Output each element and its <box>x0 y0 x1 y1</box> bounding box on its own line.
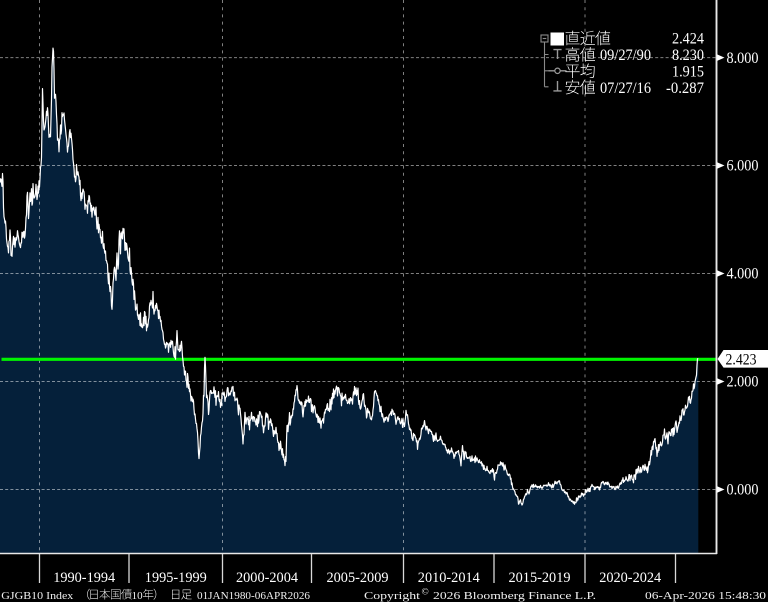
svg-text:06-Apr-2026 15:48:30: 06-Apr-2026 15:48:30 <box>645 590 767 602</box>
svg-text:Copyright: Copyright <box>364 590 420 602</box>
svg-text:09/27/90: 09/27/90 <box>600 47 651 64</box>
svg-text:0.000: 0.000 <box>727 482 759 499</box>
svg-text:2026 Bloomberg Finance L.P.: 2026 Bloomberg Finance L.P. <box>433 590 596 602</box>
svg-text:8.230: 8.230 <box>672 47 704 64</box>
svg-text:2000-2004: 2000-2004 <box>236 570 298 586</box>
svg-text:-0.287: -0.287 <box>666 80 704 97</box>
svg-text:1990-1994: 1990-1994 <box>53 570 115 586</box>
svg-text:2020-2024: 2020-2024 <box>599 570 661 586</box>
svg-text:2015-2019: 2015-2019 <box>509 570 571 586</box>
svg-text:10: 10 <box>132 590 144 602</box>
svg-text:8.000: 8.000 <box>727 50 759 67</box>
svg-text:2010-2014: 2010-2014 <box>418 570 480 586</box>
svg-text:1.915: 1.915 <box>672 63 704 80</box>
svg-text:2.423: 2.423 <box>726 351 757 368</box>
svg-text:1995-1999: 1995-1999 <box>145 570 207 586</box>
svg-text:6.000: 6.000 <box>727 158 759 175</box>
svg-text:2.000: 2.000 <box>727 374 759 391</box>
svg-text:07/27/16: 07/27/16 <box>600 80 651 97</box>
svg-text:2.424: 2.424 <box>672 31 704 48</box>
svg-text:4.000: 4.000 <box>727 266 759 283</box>
svg-text:GJGB10 Index: GJGB10 Index <box>1 590 74 602</box>
svg-text:©: © <box>422 587 429 598</box>
svg-text:2005-2009: 2005-2009 <box>327 570 389 586</box>
svg-text:01JAN1980-06APR2026: 01JAN1980-06APR2026 <box>197 590 311 602</box>
